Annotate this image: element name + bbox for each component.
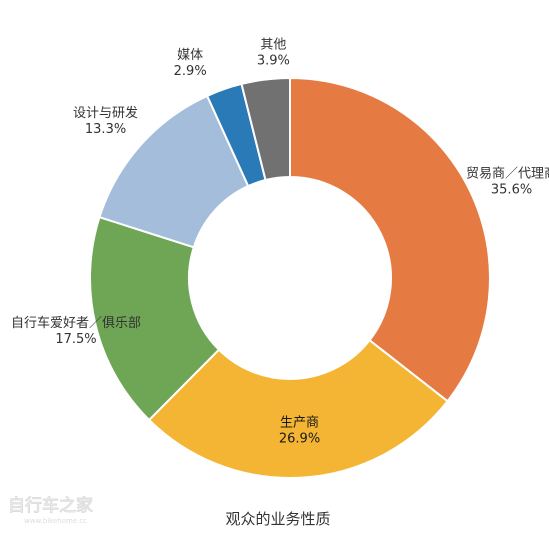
slice-value-label: 13.3% <box>85 122 126 137</box>
donut-slice <box>240 76 291 182</box>
donut-slice <box>289 76 491 403</box>
slice-value-label: 2.9% <box>174 64 207 79</box>
slice-value-label: 3.9% <box>257 54 290 69</box>
slice-category-label: 自行车爱好者／俱乐部 <box>11 315 141 331</box>
watermark-logo-text: 自行车之家 <box>8 496 93 516</box>
slice-value-label: 35.6% <box>491 183 532 198</box>
chart-title: 观众的业务性质 <box>225 510 330 528</box>
donut-slice <box>147 338 449 479</box>
slice-category-label: 其他 <box>260 38 286 53</box>
slice-category-label: 生产商 <box>280 416 319 431</box>
slice-category-label: 媒体 <box>177 48 203 63</box>
watermark: 自行车之家 www.bikehome.cc <box>8 496 94 526</box>
slice-category-label: 设计与研发 <box>73 105 138 121</box>
slice-category-label: 贸易商／代理商 <box>466 167 549 182</box>
donut-slices <box>89 76 491 479</box>
slice-value-label: 17.5% <box>55 332 96 347</box>
watermark-url: www.bikehome.cc <box>24 517 87 525</box>
donut-slice <box>89 215 221 422</box>
slice-value-label: 26.9% <box>279 432 320 447</box>
